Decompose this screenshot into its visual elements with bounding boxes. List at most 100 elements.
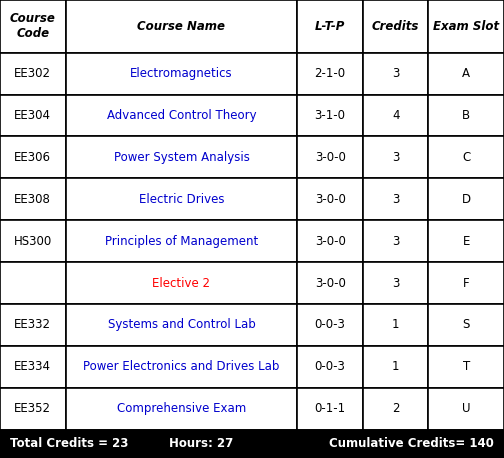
Text: S: S <box>463 318 470 332</box>
Bar <box>297 262 363 304</box>
Bar <box>0 262 66 304</box>
Text: Exam Slot: Exam Slot <box>433 20 499 33</box>
Text: 4: 4 <box>392 109 399 122</box>
Bar <box>363 136 428 178</box>
Text: Power System Analysis: Power System Analysis <box>113 151 249 164</box>
Text: 3-0-0: 3-0-0 <box>314 277 346 289</box>
Bar <box>0 136 66 178</box>
Bar <box>66 136 297 178</box>
Text: Elective 2: Elective 2 <box>152 277 211 289</box>
Bar <box>363 220 428 262</box>
Bar <box>297 0 363 53</box>
Text: 3-0-0: 3-0-0 <box>314 193 346 206</box>
Text: Course Name: Course Name <box>138 20 225 33</box>
Bar <box>428 94 504 136</box>
Text: Course
Code: Course Code <box>10 12 56 40</box>
Bar <box>297 304 363 346</box>
Bar <box>0 53 66 94</box>
Text: Comprehensive Exam: Comprehensive Exam <box>117 402 246 415</box>
Text: EE308: EE308 <box>14 193 51 206</box>
Text: T: T <box>463 360 470 373</box>
Text: Power Electronics and Drives Lab: Power Electronics and Drives Lab <box>83 360 280 373</box>
Bar <box>0 178 66 220</box>
Bar <box>428 178 504 220</box>
Bar <box>297 388 363 430</box>
Bar <box>297 94 363 136</box>
Bar <box>297 346 363 388</box>
Bar <box>428 346 504 388</box>
Bar <box>297 53 363 94</box>
Bar <box>66 53 297 94</box>
Text: 1: 1 <box>392 360 399 373</box>
Bar <box>0 220 66 262</box>
Bar <box>363 388 428 430</box>
Text: E: E <box>463 234 470 248</box>
Text: 3: 3 <box>392 277 399 289</box>
Text: EE352: EE352 <box>14 402 51 415</box>
Bar <box>66 304 297 346</box>
Bar <box>363 262 428 304</box>
Text: Total Credits = 23: Total Credits = 23 <box>10 437 129 450</box>
Bar <box>66 346 297 388</box>
Bar <box>428 136 504 178</box>
Bar <box>0 346 66 388</box>
Bar <box>0 304 66 346</box>
Bar <box>428 220 504 262</box>
Text: Credits: Credits <box>372 20 419 33</box>
Text: 3: 3 <box>392 151 399 164</box>
Text: 3: 3 <box>392 193 399 206</box>
Text: 0-1-1: 0-1-1 <box>314 402 346 415</box>
Bar <box>428 388 504 430</box>
Text: 3: 3 <box>392 67 399 80</box>
Text: EE332: EE332 <box>14 318 51 332</box>
Text: EE334: EE334 <box>14 360 51 373</box>
Bar <box>66 388 297 430</box>
Text: EE306: EE306 <box>14 151 51 164</box>
Text: F: F <box>463 277 470 289</box>
Bar <box>66 220 297 262</box>
Text: EE304: EE304 <box>14 109 51 122</box>
Text: B: B <box>462 109 470 122</box>
Bar <box>0 430 504 458</box>
Bar <box>0 0 66 53</box>
Text: HS300: HS300 <box>14 234 52 248</box>
Bar <box>297 220 363 262</box>
Text: 2-1-0: 2-1-0 <box>314 67 346 80</box>
Text: 0-0-3: 0-0-3 <box>314 360 346 373</box>
Text: C: C <box>462 151 470 164</box>
Bar <box>363 0 428 53</box>
Text: Electromagnetics: Electromagnetics <box>130 67 233 80</box>
Text: 2: 2 <box>392 402 399 415</box>
Text: D: D <box>462 193 471 206</box>
Text: U: U <box>462 402 470 415</box>
Text: L-T-P: L-T-P <box>315 20 345 33</box>
Bar <box>297 178 363 220</box>
Bar <box>0 388 66 430</box>
Text: EE302: EE302 <box>14 67 51 80</box>
Bar <box>363 94 428 136</box>
Text: 1: 1 <box>392 318 399 332</box>
Bar <box>363 178 428 220</box>
Text: Cumulative Credits= 140: Cumulative Credits= 140 <box>329 437 494 450</box>
Text: Systems and Control Lab: Systems and Control Lab <box>107 318 256 332</box>
Bar <box>428 53 504 94</box>
Bar <box>428 0 504 53</box>
Text: 3: 3 <box>392 234 399 248</box>
Bar <box>363 304 428 346</box>
Bar <box>297 136 363 178</box>
Text: 3-1-0: 3-1-0 <box>314 109 346 122</box>
Bar <box>66 178 297 220</box>
Text: Hours: 27: Hours: 27 <box>169 437 234 450</box>
Text: Principles of Management: Principles of Management <box>105 234 258 248</box>
Text: Electric Drives: Electric Drives <box>139 193 224 206</box>
Bar <box>363 346 428 388</box>
Bar <box>363 53 428 94</box>
Bar <box>0 94 66 136</box>
Text: Advanced Control Theory: Advanced Control Theory <box>107 109 256 122</box>
Bar <box>66 0 297 53</box>
Text: A: A <box>462 67 470 80</box>
Bar <box>66 94 297 136</box>
Text: 3-0-0: 3-0-0 <box>314 234 346 248</box>
Bar <box>428 304 504 346</box>
Bar <box>66 262 297 304</box>
